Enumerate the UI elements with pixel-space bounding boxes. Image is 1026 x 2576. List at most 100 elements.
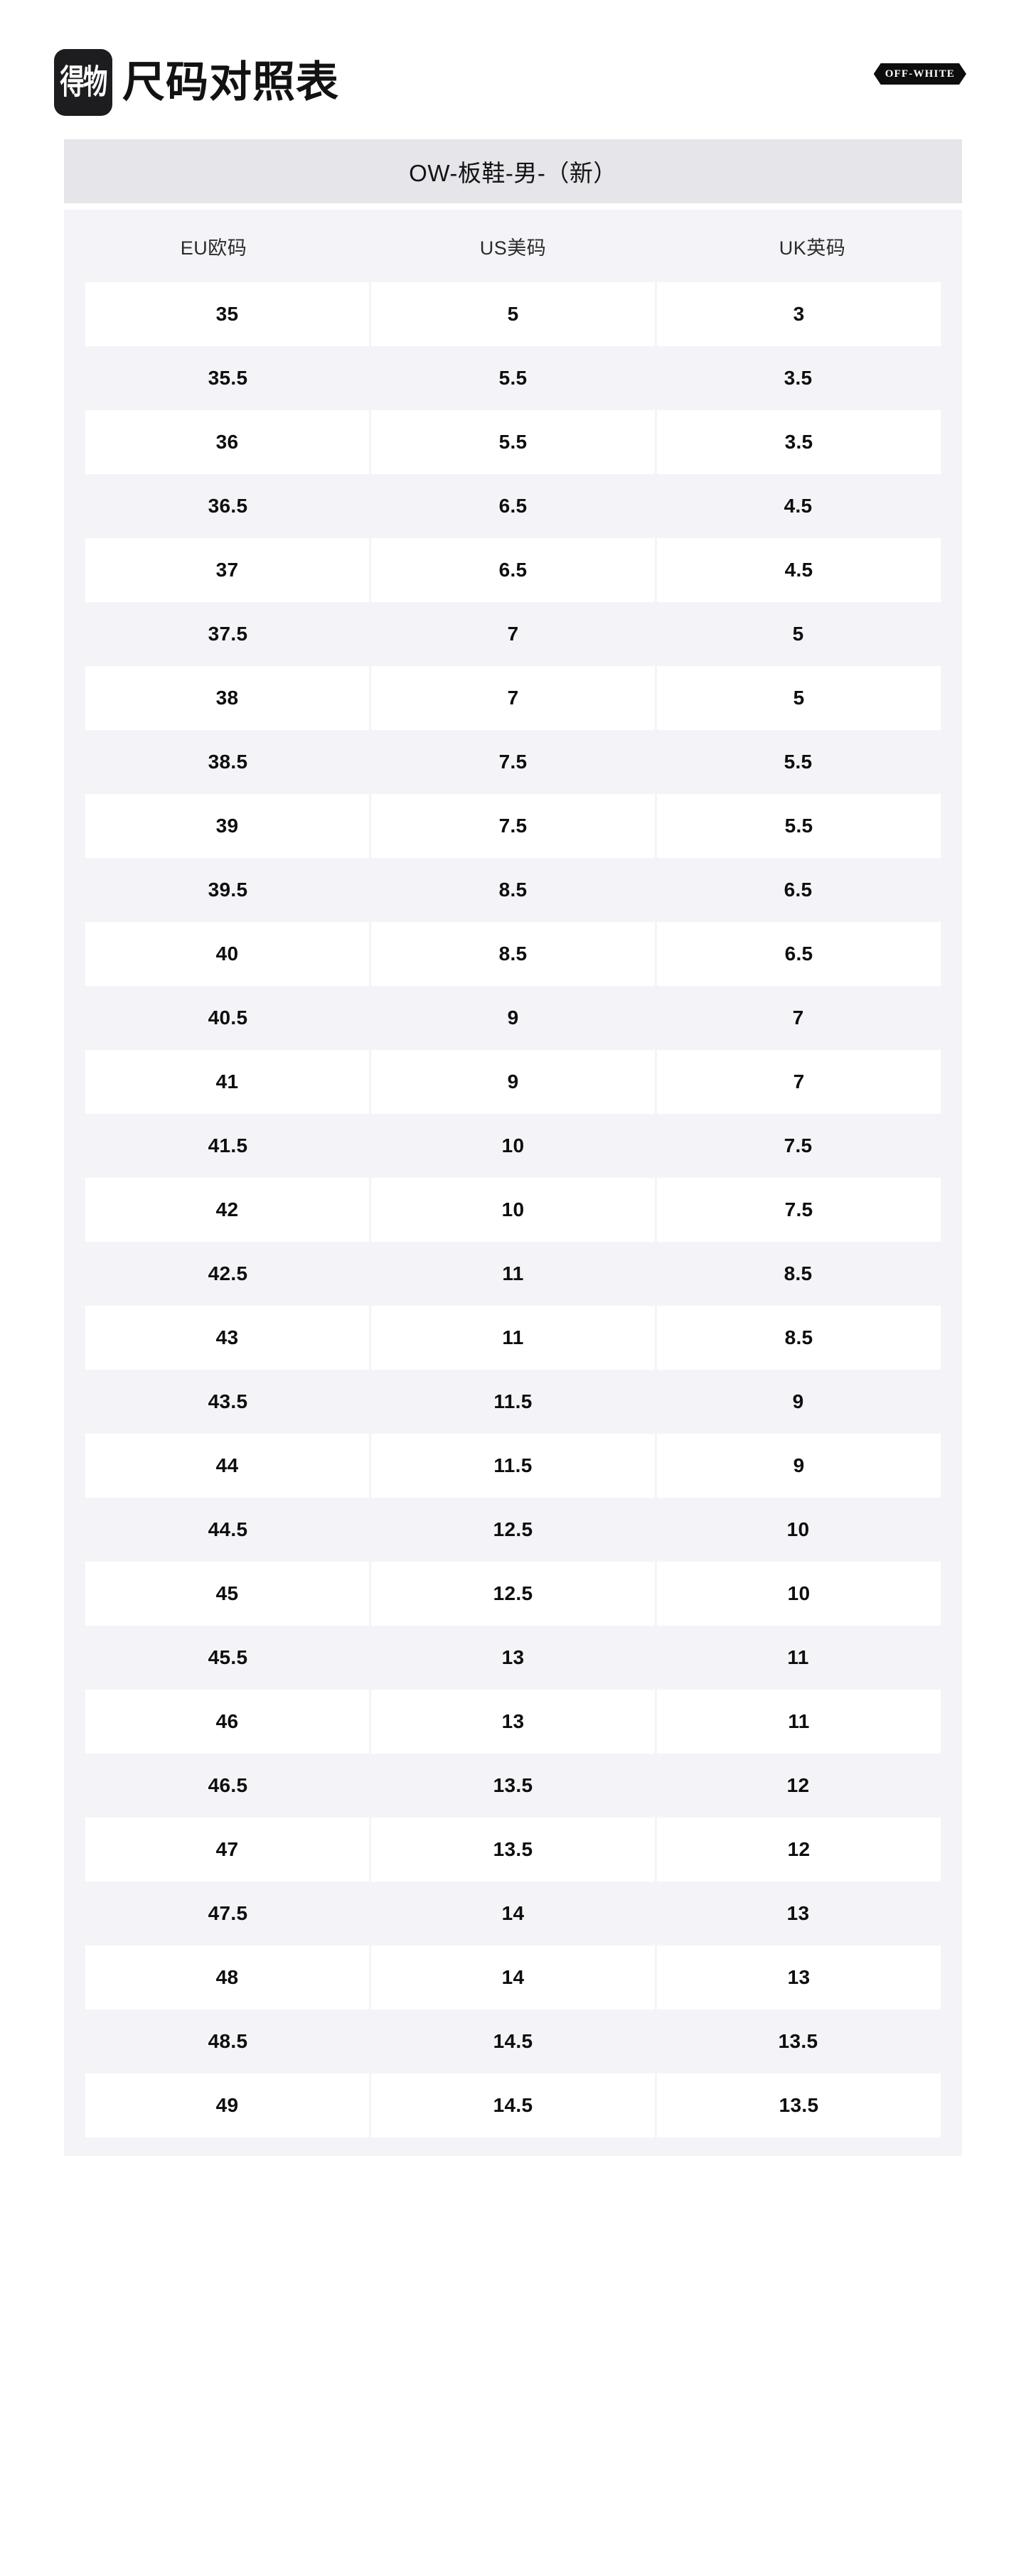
table-row: 46.5 13.5 12 (64, 1754, 962, 1818)
table-row: 44 11.5 9 (64, 1434, 962, 1498)
size-cell-eu: 39 (85, 794, 369, 858)
table-row: 39.5 8.5 6.5 (64, 858, 962, 922)
size-cell-eu: 40 (85, 922, 369, 986)
table-row: 45.5 13 11 (64, 1626, 962, 1690)
size-cell-us: 11.5 (370, 1370, 656, 1434)
size-cell-uk-value: 9 (792, 1390, 804, 1412)
size-cell-us: 13 (370, 1626, 656, 1690)
size-cell-eu-value: 37.5 (208, 623, 248, 645)
size-cell-us: 11 (370, 1242, 656, 1306)
size-cell-uk: 7 (655, 1050, 941, 1114)
size-cell-uk-value: 13.5 (779, 2094, 819, 2116)
size-cell-us: 13.5 (369, 1818, 655, 1882)
size-cell-uk: 5.5 (656, 730, 941, 794)
dewu-logo-text: 得物 (60, 63, 107, 102)
size-cell-eu: 35.5 (85, 346, 370, 410)
column-header-uk: UK英码 (663, 210, 962, 282)
table-row: 47.5 14 13 (64, 1882, 962, 1946)
size-cell-uk: 12 (656, 1754, 941, 1818)
table-row: 41.5 10 7.5 (64, 1114, 962, 1178)
table-row: 48.5 14.5 13.5 (64, 2009, 962, 2073)
size-cell-eu: 47.5 (85, 1882, 370, 1946)
table-row: 38 7 5 (64, 666, 962, 730)
size-cell-uk-value: 6.5 (784, 943, 813, 965)
size-cell-uk-value: 10 (787, 1582, 811, 1604)
table-row: 46 13 11 (64, 1690, 962, 1754)
size-cell-us: 12.5 (369, 1562, 655, 1626)
size-cell-us-value: 5.5 (498, 367, 528, 389)
size-cell-us: 10 (369, 1178, 655, 1242)
size-cell-uk-value: 3 (793, 303, 805, 325)
size-cell-us-value: 11 (502, 1262, 524, 1284)
size-cell-uk: 4.5 (656, 474, 941, 538)
size-cell-us: 7 (369, 666, 655, 730)
size-cell-uk: 5 (655, 666, 941, 730)
size-cell-us-value: 5.5 (498, 431, 528, 453)
size-cell-us-value: 6.5 (498, 559, 528, 581)
size-cell-eu: 49 (85, 2073, 369, 2137)
size-cell-eu-value: 38 (215, 687, 239, 709)
size-cell-eu-value: 38.5 (208, 751, 248, 773)
size-cell-us-value: 11 (502, 1326, 524, 1348)
table-row: 41 9 7 (64, 1050, 962, 1114)
size-cell-uk-value: 5.5 (784, 815, 813, 837)
size-cell-us-value: 14 (501, 1902, 525, 1924)
size-cell-uk-value: 4.5 (784, 495, 813, 517)
table-row: 43 11 8.5 (64, 1306, 962, 1370)
size-cell-us: 14.5 (369, 2073, 655, 2137)
size-cell-eu: 40.5 (85, 986, 370, 1050)
size-cell-us-value: 7 (507, 687, 519, 709)
size-cell-eu: 45.5 (85, 1626, 370, 1690)
size-cell-eu: 42.5 (85, 1242, 370, 1306)
size-cell-uk-value: 7.5 (784, 1134, 813, 1156)
size-cell-us: 8.5 (369, 922, 655, 986)
size-cell-us: 9 (369, 1050, 655, 1114)
size-cell-eu: 35 (85, 282, 369, 346)
size-cell-uk: 5.5 (655, 794, 941, 858)
size-cell-uk: 9 (656, 1370, 941, 1434)
size-cell-eu: 39.5 (85, 858, 370, 922)
size-cell-uk: 13.5 (656, 2009, 941, 2073)
size-cell-us: 6.5 (370, 474, 656, 538)
size-cell-us: 14 (370, 1882, 656, 1946)
column-header-us-label: US美码 (479, 237, 547, 259)
size-cell-us: 11.5 (369, 1434, 655, 1498)
size-cell-uk-value: 10 (786, 1518, 810, 1540)
size-cell-uk: 3.5 (656, 346, 941, 410)
size-cell-uk-value: 9 (793, 1454, 805, 1476)
size-cell-eu: 43 (85, 1306, 369, 1370)
size-cell-eu: 44.5 (85, 1498, 370, 1562)
table-row: 39 7.5 5.5 (64, 794, 962, 858)
size-cell-us: 14.5 (370, 2009, 656, 2073)
size-cell-eu-value: 40 (215, 943, 239, 965)
table-row: 49 14.5 13.5 (64, 2073, 962, 2137)
column-header-uk-label: UK英码 (779, 237, 846, 259)
size-cell-uk-value: 3.5 (784, 367, 813, 389)
size-cell-us-value: 9 (507, 1007, 519, 1029)
table-row: 40 8.5 6.5 (64, 922, 962, 986)
size-cell-uk: 7 (656, 986, 941, 1050)
size-cell-us-value: 10 (501, 1198, 525, 1220)
size-cell-eu-value: 46 (215, 1710, 239, 1732)
size-cell-uk-value: 13 (786, 1902, 810, 1924)
size-cell-eu-value: 36.5 (208, 495, 248, 517)
size-cell-uk-value: 11 (787, 1646, 809, 1668)
size-cell-eu: 37 (85, 538, 369, 602)
size-cell-us: 7.5 (370, 730, 656, 794)
size-cell-uk: 11 (655, 1690, 941, 1754)
size-cell-uk-value: 5.5 (784, 751, 813, 773)
size-cell-us-value: 14.5 (493, 2030, 533, 2052)
off-white-brand-logo: OFF-WHITE (874, 63, 966, 85)
size-cell-eu-value: 44.5 (208, 1518, 248, 1540)
size-chart-title-bar: OW-板鞋-男-（新） (64, 139, 962, 203)
title-divider (64, 203, 962, 210)
size-cell-eu: 37.5 (85, 602, 370, 666)
size-cell-us: 14 (369, 1946, 655, 2009)
size-cell-us-value: 6.5 (498, 495, 528, 517)
size-cell-us: 9 (370, 986, 656, 1050)
size-cell-us-value: 7 (507, 623, 519, 645)
size-cell-uk: 13 (655, 1946, 941, 2009)
size-cell-us-value: 14 (501, 1966, 525, 1988)
size-cell-uk-value: 6.5 (784, 879, 813, 901)
size-cell-us: 5.5 (370, 346, 656, 410)
